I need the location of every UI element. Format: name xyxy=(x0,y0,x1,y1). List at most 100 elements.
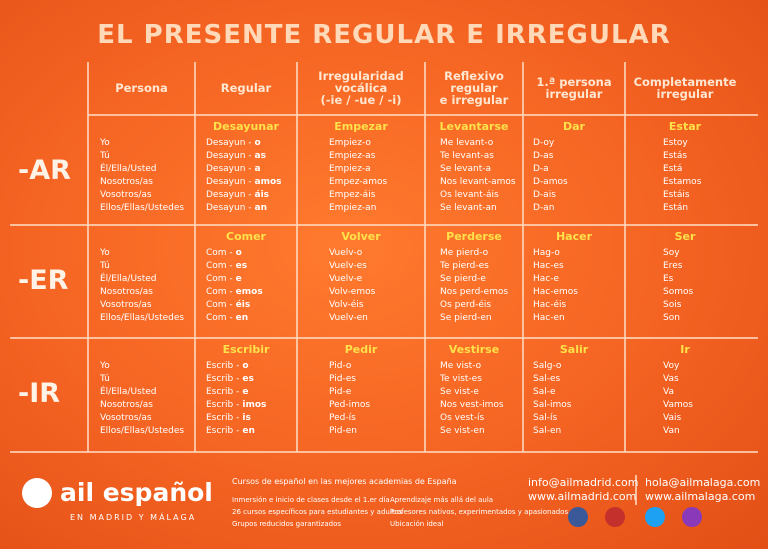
text: Desayun - xyxy=(206,164,252,174)
verb-form: Se vist-e xyxy=(440,387,479,397)
verb: Estar xyxy=(668,120,702,133)
verb-form: Escrib - is xyxy=(206,412,251,425)
header-line: irregular xyxy=(545,87,603,101)
verb-form: Están xyxy=(663,203,689,213)
verb-form: Empiez-an xyxy=(329,203,377,213)
text: Desayun - xyxy=(206,151,252,161)
verb-form: D-a xyxy=(533,164,549,174)
verb-form: Nos perd-emos xyxy=(440,287,509,297)
verb-form: Pid-e xyxy=(329,387,352,397)
bullet: 26 cursos específicos para estudiantes y… xyxy=(232,508,403,516)
verb-form: Escrib - imos xyxy=(206,399,266,412)
verb-form: Empez-amos xyxy=(329,177,388,187)
verb-form: Com -e xyxy=(206,273,242,286)
verb: Desayunar xyxy=(213,120,279,133)
verb-form: Os perd-éis xyxy=(440,300,492,310)
verb-form: Me levant-o xyxy=(440,138,494,148)
footer-heading: Cursos de español en las mejores academi… xyxy=(232,477,457,486)
person: Nosotros/as xyxy=(100,287,153,297)
logo: ail español xyxy=(60,478,213,507)
text: imos xyxy=(242,400,267,410)
person: Yo xyxy=(100,138,110,148)
verb-form: Ped-imos xyxy=(329,400,371,410)
text: e xyxy=(235,274,242,284)
text: Escrib - xyxy=(206,426,240,436)
verb-form: Te vist-es xyxy=(440,374,482,384)
contact: hola@ailmalaga.com xyxy=(645,476,761,489)
verb-form: Volv-éis xyxy=(329,300,364,310)
verb-form: D-ais xyxy=(533,190,556,200)
verb-form: Somos xyxy=(663,287,694,297)
verb-form: Empiez-a xyxy=(329,164,371,174)
verb: Escribir xyxy=(222,343,270,356)
text: en xyxy=(242,426,255,436)
verb-form: Se pierd-e xyxy=(440,274,486,284)
text: Desayun - xyxy=(206,190,252,200)
verb-form: Hac-en xyxy=(533,313,565,323)
verb-form: Vuelv-es xyxy=(329,261,367,271)
text: Desayun - xyxy=(206,203,252,213)
text: o xyxy=(254,138,261,148)
person: Tú xyxy=(100,151,110,161)
verb-form: Es xyxy=(663,274,674,284)
verb-form: Está xyxy=(663,164,683,174)
verb-form: Escrib -o xyxy=(206,360,249,373)
verb-form: Son xyxy=(663,313,680,323)
verb-form: Sal-en xyxy=(533,426,562,436)
text: Desayun - xyxy=(206,177,252,187)
text: e xyxy=(242,387,249,397)
verb-form: Os vest-ís xyxy=(440,413,485,423)
tagline: EN MADRID Y MÁLAGA xyxy=(70,513,197,522)
header-line: irregular xyxy=(656,87,714,101)
verb-form: Hac-éis xyxy=(533,300,567,310)
text: áis xyxy=(254,190,270,200)
text: Escrib - xyxy=(206,361,240,371)
verb-form: Me vist-o xyxy=(440,361,482,371)
person: Ellos/Ellas/Ustedes xyxy=(100,426,185,436)
verb-form: Sal-e xyxy=(533,387,556,397)
verb-form: Vuelv-o xyxy=(329,248,363,258)
verb: Hacer xyxy=(555,230,593,243)
column-header: Persona xyxy=(88,82,195,94)
verb: Ir xyxy=(680,343,690,356)
text: emos xyxy=(235,287,263,297)
verb-form: Se pierd-en xyxy=(440,313,492,323)
verb-form: Com -o xyxy=(206,247,242,260)
header-line: vocálica xyxy=(334,81,388,95)
logo-mark xyxy=(22,478,52,508)
text: is xyxy=(242,413,251,423)
text: as xyxy=(254,151,266,161)
text: amos xyxy=(254,177,282,187)
verb-form: Soy xyxy=(663,248,680,258)
verb-form: Voy xyxy=(663,361,680,371)
verb-form: Pid-o xyxy=(329,361,352,371)
person: Vosotros/as xyxy=(100,300,152,310)
verb-form: Nos levant-amos xyxy=(440,177,516,187)
person: Nosotros/as xyxy=(100,400,153,410)
verb-form: Escrib - es xyxy=(206,373,254,386)
social-icons xyxy=(568,507,702,527)
text: Escrib - xyxy=(206,413,240,423)
person: Vosotros/as xyxy=(100,413,152,423)
verb-form: D-oy xyxy=(533,138,555,148)
verb-form: Van xyxy=(663,426,680,436)
text: es xyxy=(235,261,248,271)
verb-form: Vamos xyxy=(663,400,693,410)
verb-form: D-amos xyxy=(533,177,568,187)
person: Él/Ella/Usted xyxy=(100,164,157,174)
verb-form: Empiez-o xyxy=(329,138,371,148)
text: es xyxy=(242,374,254,384)
contact: www.ailmalaga.com xyxy=(645,490,756,503)
contact: www.ailmadrid.com xyxy=(528,490,637,503)
verb-form: Estás xyxy=(663,151,688,161)
person: Yo xyxy=(100,248,110,258)
verb-form: Eres xyxy=(663,261,683,271)
person: Nosotros/as xyxy=(100,177,153,187)
verb-form: Se levant-a xyxy=(440,164,491,174)
verb: Empezar xyxy=(334,120,388,133)
text: Com - xyxy=(206,300,233,310)
bullet: Aprendizaje más allá del aula xyxy=(390,496,494,504)
verb-form: Hac-emos xyxy=(533,287,578,297)
